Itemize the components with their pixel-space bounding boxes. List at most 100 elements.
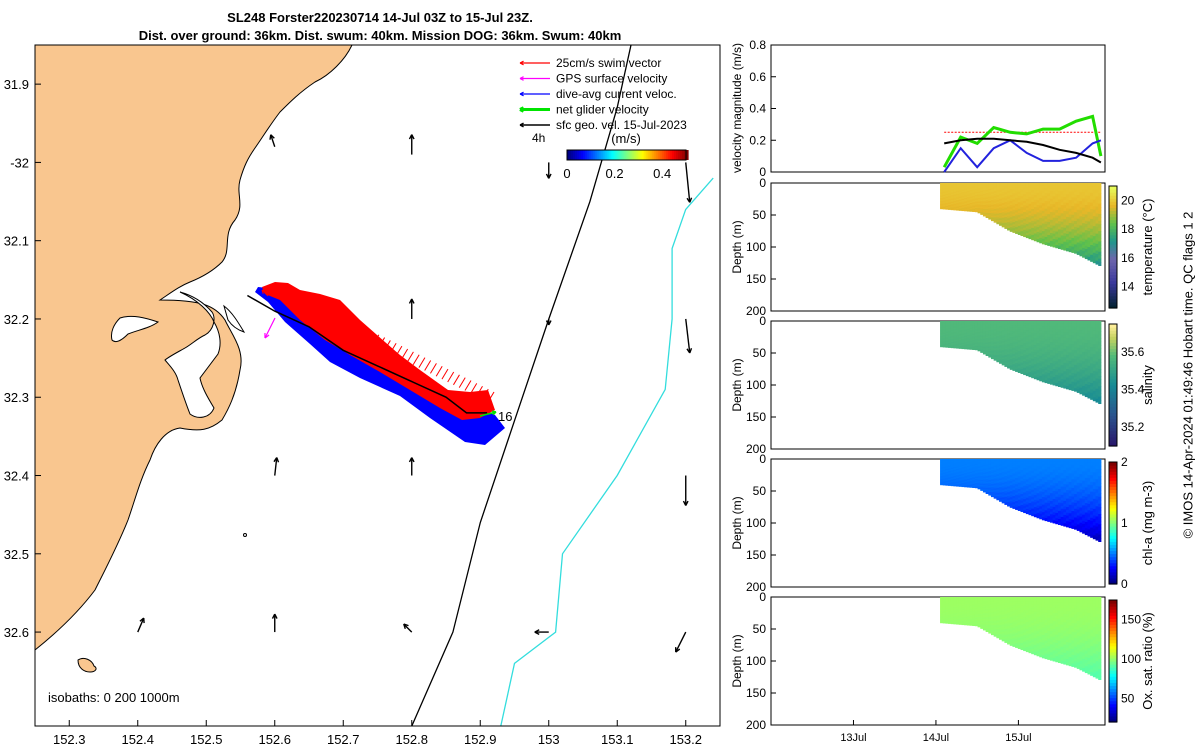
section-cell: [1028, 507, 1032, 511]
section-cell: [974, 321, 979, 323]
section-cell: [1092, 344, 1097, 349]
velocity-series-blue: [943, 139, 1102, 173]
section-cell: [974, 329, 979, 332]
section-cell: [1074, 464, 1078, 469]
section-cell: [950, 476, 954, 479]
section-cell: [1023, 490, 1027, 493]
section-cell: [999, 207, 1003, 210]
section-cell: [1012, 217, 1016, 221]
colorbar-cell: [567, 150, 570, 160]
section-cell: [1079, 462, 1083, 466]
section-cell: [945, 459, 949, 461]
colorbar-cell: [569, 150, 572, 160]
section-cell: [1087, 215, 1091, 219]
section-cell: [953, 616, 957, 618]
section-cell: [1082, 229, 1086, 233]
section-cell: [1068, 338, 1072, 342]
section-cell: [1017, 471, 1021, 475]
section-cell: [996, 191, 1000, 194]
section-cell: [1020, 338, 1024, 342]
section-cell: [1036, 468, 1040, 472]
swim-vector: [303, 300, 311, 311]
section-cell: [1049, 469, 1054, 473]
section-cell: [1098, 493, 1102, 498]
section-cell: [1066, 185, 1070, 190]
section-cell: [1007, 354, 1011, 357]
section-cell: [940, 194, 944, 197]
section-cell: [948, 622, 952, 624]
section-cell: [1074, 497, 1078, 501]
section-cell: [1015, 356, 1019, 360]
section-cell: [1095, 395, 1099, 400]
section-cell: [966, 336, 971, 338]
map-x-tick-label: 152.7: [327, 732, 360, 747]
section-cell: [1076, 338, 1080, 343]
section-cell: [969, 618, 973, 620]
section-cell: [985, 338, 989, 341]
section-cell: [956, 194, 960, 196]
section-cell: [980, 470, 984, 473]
section-cell: [990, 471, 995, 474]
section-cell: [953, 198, 957, 201]
section-cell: [990, 321, 995, 324]
section-cell: [1036, 205, 1040, 208]
section-cell: [958, 618, 963, 621]
section-cell: [942, 479, 946, 482]
section-cell: [1036, 323, 1040, 327]
section-cell: [1009, 341, 1013, 344]
section-cell: [1039, 483, 1043, 487]
section-cell: [940, 324, 944, 326]
section-cell: [996, 464, 1000, 467]
section-cell: [1079, 204, 1083, 208]
section-cell: [1001, 190, 1005, 193]
section-cell: [1017, 327, 1021, 331]
section-cell: [999, 492, 1003, 495]
section-cell: [1098, 538, 1102, 543]
section-cell: [1036, 473, 1040, 477]
section-cell: [1063, 332, 1067, 336]
section-cell: [1071, 473, 1075, 477]
colorbar-cell: [629, 150, 633, 160]
section-cell: [1079, 321, 1083, 325]
section-cell: [1074, 206, 1078, 210]
section-cell: [985, 492, 989, 494]
section-cell: [985, 482, 989, 484]
section-cell: [1012, 461, 1016, 464]
section-cell: [1041, 481, 1046, 485]
section-cell: [948, 479, 952, 482]
section-cell: [940, 325, 944, 327]
section-cell: [1095, 465, 1099, 470]
section-cell: [966, 190, 971, 192]
section-cell: [958, 597, 963, 599]
section-cell: [1087, 388, 1091, 393]
section-cell: [1031, 468, 1035, 472]
section-cell: [974, 347, 979, 350]
swim-vector: [435, 365, 443, 377]
section-cell: [999, 324, 1003, 327]
section-cell: [974, 336, 979, 339]
section-cell: [1028, 465, 1032, 469]
section-cell: [942, 616, 946, 619]
section-cell: [958, 598, 963, 600]
section-cell: [1049, 342, 1054, 346]
section-y-tick-label: 150: [746, 548, 766, 562]
section-cell: [977, 194, 981, 196]
section-cell: [1017, 463, 1021, 466]
colorbar-cell: [653, 150, 657, 160]
section-cell: [972, 476, 976, 479]
section-cell: [1049, 461, 1054, 465]
section-cell: [1049, 214, 1054, 218]
section-cell: [1007, 476, 1011, 480]
section-cell: [982, 482, 987, 485]
section-cell: [988, 483, 992, 486]
section-cell: [958, 205, 963, 208]
section-cell: [977, 211, 981, 214]
section-cell: [961, 195, 965, 198]
section-cell: [964, 612, 968, 614]
section-cell: [958, 615, 963, 617]
section-cell: [1004, 326, 1008, 330]
section-cell: [985, 193, 989, 195]
section-cell: [969, 607, 973, 610]
section-cell: [977, 476, 981, 479]
section-cell: [1028, 187, 1032, 191]
